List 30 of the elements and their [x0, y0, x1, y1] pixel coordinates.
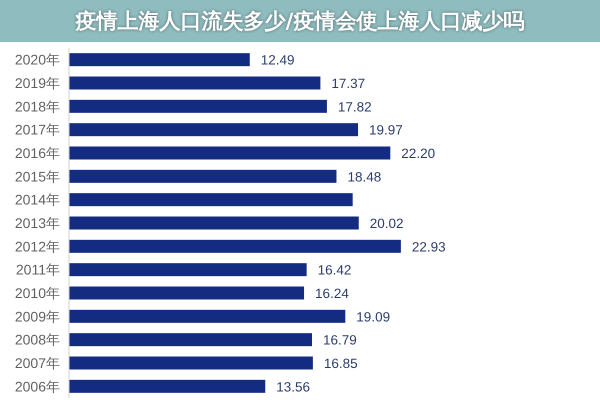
category-label: 2019年 [14, 75, 60, 91]
value-label: 22.20 [401, 146, 436, 161]
category-label: 2012年 [14, 238, 60, 254]
value-label: 18.48 [347, 169, 382, 184]
category-label: 2007年 [14, 355, 60, 371]
value-label: 17.37 [331, 76, 366, 91]
category-label: 2020年 [14, 52, 60, 68]
value-label: 16.42 [318, 262, 352, 278]
title: 疫情上海人口流失多少/疫情会使上海人口减少吗 [0, 0, 600, 42]
category-label: 2010年 [14, 285, 60, 301]
value-label: 16.24 [315, 286, 349, 301]
category-label: 2011年 [16, 262, 60, 278]
value-label: 20.02 [370, 216, 404, 231]
category-label: 2009年 [14, 308, 60, 324]
category-label: 2013年 [14, 215, 60, 231]
category-label: 2016年 [14, 145, 60, 161]
category-label: 2014年 [14, 192, 60, 208]
value-label: 16.79 [323, 332, 357, 348]
value-label: 22.93 [412, 239, 446, 254]
value-label: 13.56 [276, 379, 310, 394]
category-label: 2018年 [14, 98, 60, 114]
category-label: 2006年 [14, 378, 60, 394]
category-label: 2015年 [14, 168, 60, 184]
category-label: 2008年 [14, 332, 60, 348]
value-label: 16.85 [324, 356, 358, 371]
category-label: 2017年 [14, 122, 60, 138]
value-label: 19.09 [356, 309, 390, 324]
value-label: 12.49 [260, 52, 295, 68]
value-label: 17.82 [338, 99, 372, 114]
value-label: 19.97 [369, 122, 403, 138]
